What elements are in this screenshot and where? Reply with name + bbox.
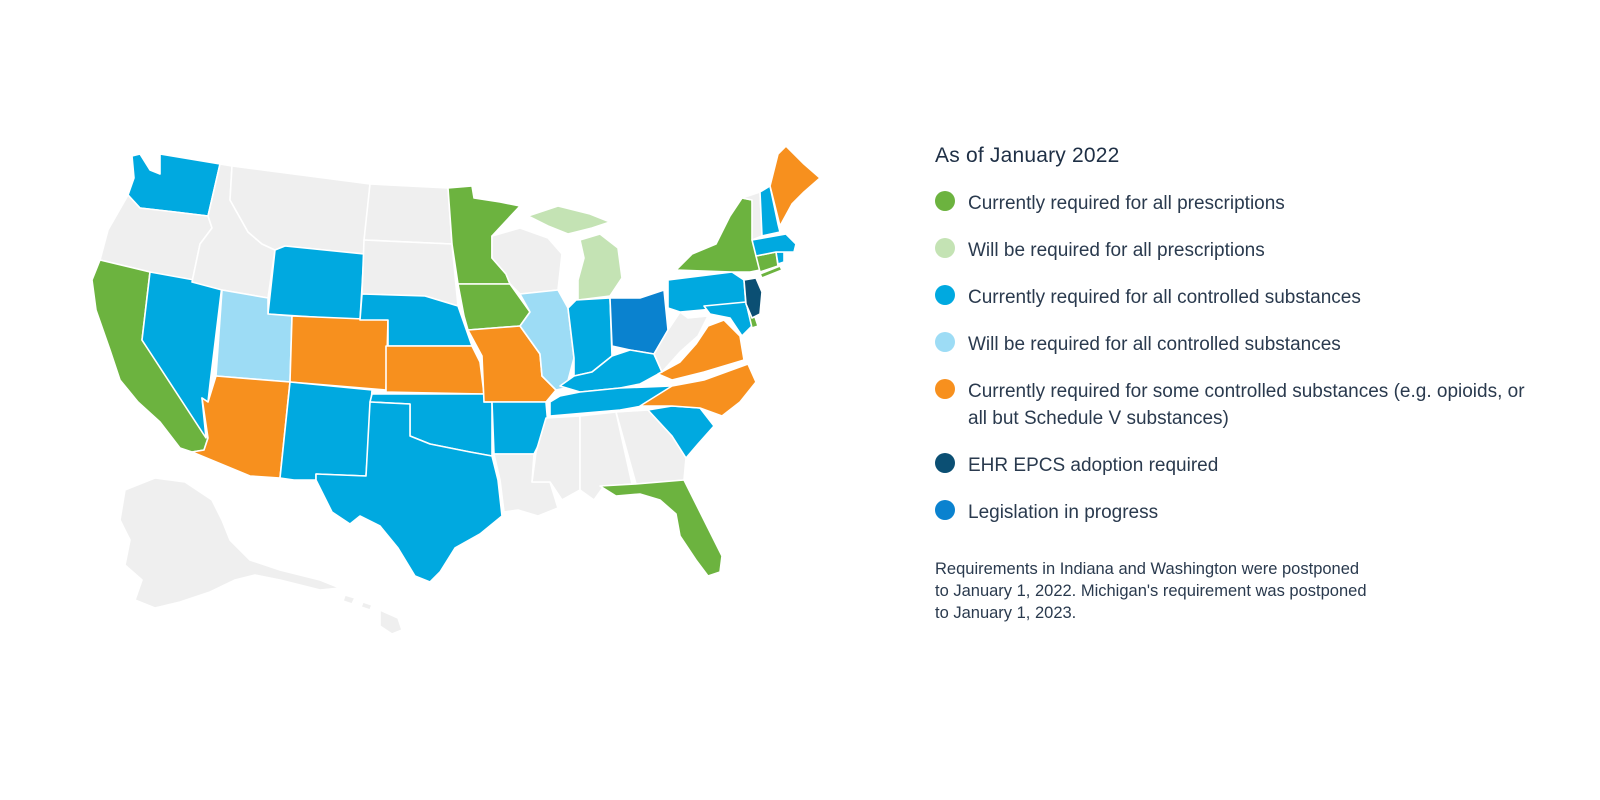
state-MA bbox=[751, 233, 797, 257]
legend-item-current-all-rx: Currently required for all prescriptions bbox=[935, 190, 1535, 217]
legend-label: Legislation in progress bbox=[968, 502, 1159, 523]
state-NH bbox=[759, 185, 781, 237]
legend-swatch bbox=[935, 379, 955, 399]
legend-item-some-controlled: Currently required for some controlled s… bbox=[935, 378, 1535, 432]
legend-item-ehr-epcs: EHR EPCS adoption required bbox=[935, 452, 1535, 479]
state-WA bbox=[127, 153, 221, 217]
state-ME bbox=[769, 145, 821, 227]
state-NC bbox=[639, 363, 757, 417]
legend-label: EHR EPCS adoption required bbox=[968, 455, 1219, 476]
legend-swatch bbox=[935, 500, 955, 520]
legend-swatch bbox=[935, 453, 955, 473]
legend-label: Will be required for all controlled subs… bbox=[968, 334, 1341, 355]
state-ND bbox=[363, 183, 453, 245]
legend-title: As of January 2022 bbox=[935, 144, 1120, 167]
us-map bbox=[80, 140, 840, 660]
legend-swatch bbox=[935, 191, 955, 211]
state-LA bbox=[493, 453, 559, 517]
legend-swatch bbox=[935, 332, 955, 352]
state-NM bbox=[279, 381, 373, 481]
state-FL bbox=[599, 479, 723, 577]
state-RI bbox=[775, 251, 785, 265]
legend: As of January 2022 Currently required fo… bbox=[935, 140, 1535, 624]
state-HI bbox=[379, 609, 403, 635]
legend-label: Currently required for some controlled s… bbox=[968, 381, 1525, 429]
state-NY bbox=[675, 197, 761, 273]
state-AK bbox=[119, 477, 341, 609]
state-NY-LI bbox=[759, 265, 783, 279]
state-IL bbox=[519, 289, 575, 391]
legend-label: Currently required for all controlled su… bbox=[968, 287, 1361, 308]
state-KS bbox=[385, 345, 485, 395]
state-VT bbox=[741, 191, 763, 241]
us-map-svg bbox=[91, 145, 821, 635]
legend-item-future-all-rx: Will be required for all prescriptions bbox=[935, 237, 1535, 264]
footnote: Requirements in Indiana and Washington w… bbox=[935, 560, 1367, 622]
legend-swatch bbox=[935, 285, 955, 305]
state-NJ bbox=[743, 277, 763, 319]
state-MI-UP bbox=[527, 205, 611, 235]
state-TX bbox=[315, 401, 503, 583]
state-MI bbox=[577, 233, 623, 301]
state-HI-3 bbox=[360, 601, 373, 611]
legend-label: Will be required for all prescriptions bbox=[968, 240, 1265, 261]
legend-item-future-controlled: Will be required for all controlled subs… bbox=[935, 331, 1535, 358]
legend-swatch bbox=[935, 238, 955, 258]
state-CO bbox=[289, 315, 389, 391]
legend-label: Currently required for all prescriptions bbox=[968, 193, 1285, 214]
state-HI-2 bbox=[342, 594, 356, 605]
state-WV bbox=[653, 311, 709, 373]
state-VA bbox=[657, 319, 745, 381]
legend-item-current-controlled: Currently required for all controlled su… bbox=[935, 284, 1535, 311]
state-WY bbox=[267, 245, 365, 321]
legend-item-legislation: Legislation in progress bbox=[935, 499, 1535, 526]
